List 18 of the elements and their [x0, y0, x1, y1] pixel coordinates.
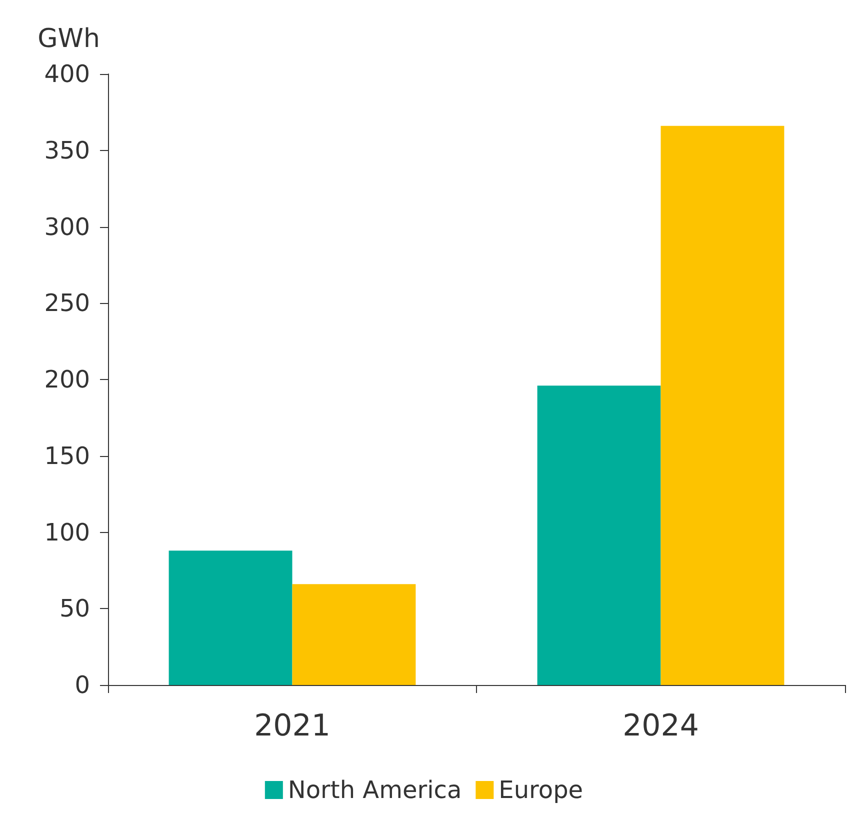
y-tick-label: 0: [74, 671, 90, 699]
y-tick-label: 100: [44, 518, 90, 546]
bar: [660, 126, 784, 685]
y-tick-label: 150: [44, 442, 90, 470]
bar: [168, 550, 292, 685]
x-tick-label: 2021: [254, 708, 330, 744]
y-tick-label: 400: [44, 60, 90, 88]
y-axis-title: GWh: [38, 24, 100, 54]
bar: [537, 386, 661, 685]
y-tick-label: 300: [44, 212, 90, 241]
y-tick-label: 50: [59, 594, 90, 623]
y-tick-label: 350: [44, 136, 90, 164]
legend-label: North America: [288, 776, 462, 804]
legend-label: Europe: [498, 776, 584, 804]
y-tick-label: 250: [44, 289, 90, 318]
y-tick-label: 200: [44, 366, 90, 394]
x-tick-label: 2024: [622, 708, 699, 744]
bar: [292, 584, 416, 685]
